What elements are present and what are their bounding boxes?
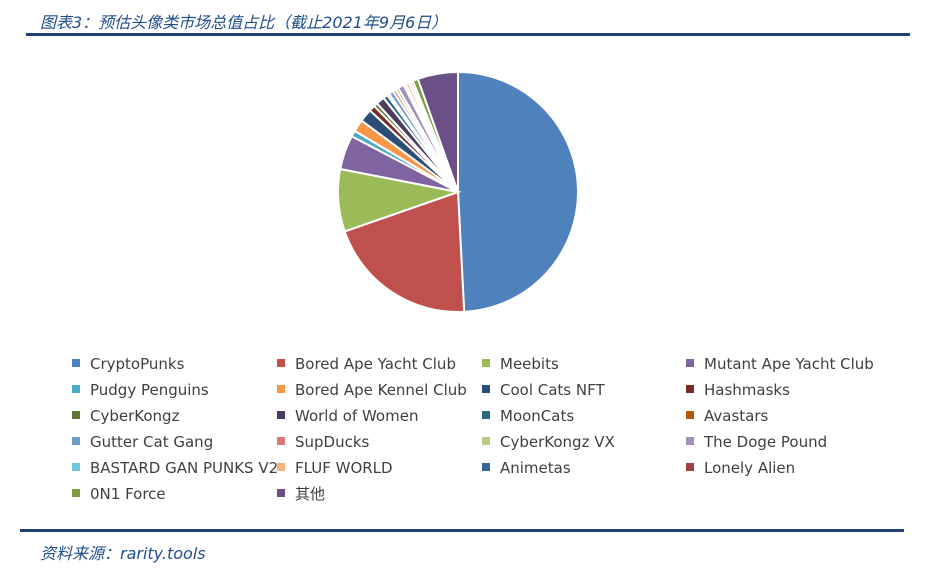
legend-label-11: Avastars (704, 407, 769, 425)
legend-label-3: Mutant Ape Yacht Club (704, 355, 874, 373)
legend-swatch-1 (277, 359, 285, 367)
legend-label-12: Gutter Cat Gang (90, 433, 213, 451)
pie-slices (337, 70, 579, 313)
legend-swatch-16 (72, 463, 80, 471)
legend-swatch-14 (482, 437, 490, 445)
legend-swatch-19 (686, 463, 694, 471)
legend-label-14: CyberKongz VX (500, 433, 615, 451)
legend-swatch-9 (277, 411, 285, 419)
legend-swatch-11 (686, 411, 694, 419)
legend-swatch-5 (277, 385, 285, 393)
legend-swatch-0 (72, 359, 80, 367)
legend-swatch-13 (277, 437, 285, 445)
pie-slice-21 (416, 70, 459, 193)
legend-label-2: Meebits (500, 355, 559, 373)
legend-label-8: CyberKongz (90, 407, 180, 425)
legend-label-9: World of Women (295, 407, 418, 425)
legend-label-20: 0N1 Force (90, 485, 166, 503)
legend-label-17: FLUF WORLD (295, 459, 393, 477)
legend-label-0: CryptoPunks (90, 355, 185, 373)
legend-label-10: MoonCats (500, 407, 574, 425)
legend-label-16: BASTARD GAN PUNKS V2 (90, 459, 278, 477)
legend-swatch-21 (277, 489, 285, 497)
legend-label-21: 其他 (295, 485, 325, 503)
pie-slice-0 (457, 70, 579, 313)
legend-label-4: Pudgy Penguins (90, 381, 209, 399)
legend-swatch-20 (72, 489, 80, 497)
legend-label-1: Bored Ape Yacht Club (295, 355, 456, 373)
source-note: 资料来源：rarity.tools (40, 544, 206, 563)
legend-swatch-2 (482, 359, 490, 367)
legend-swatch-12 (72, 437, 80, 445)
legend-label-13: SupDucks (295, 433, 370, 451)
legend-swatch-18 (482, 463, 490, 471)
chart-title: 图表3：预估头像类市场总值占比（截止2021年9月6日） (40, 13, 448, 32)
legend-swatch-6 (482, 385, 490, 393)
legend-swatch-10 (482, 411, 490, 419)
legend-swatch-8 (72, 411, 80, 419)
legend-label-15: The Doge Pound (703, 433, 827, 451)
legend-label-18: Animetas (500, 459, 571, 477)
legend-label-6: Cool Cats NFT (500, 381, 605, 399)
legend-swatch-7 (686, 385, 694, 393)
legend-swatch-17 (277, 463, 285, 471)
legend-swatch-3 (686, 359, 694, 367)
legend: CryptoPunks Bored Ape Yacht Club Meebits Mu… (72, 355, 874, 503)
legend-label-19: Lonely Alien (704, 459, 795, 477)
legend-swatch-4 (72, 385, 80, 393)
legend-label-5: Bored Ape Kennel Club (295, 381, 467, 399)
legend-swatch-15 (686, 437, 694, 445)
bottom-divider (20, 529, 904, 532)
top-divider (26, 33, 910, 36)
legend-label-7: Hashmasks (704, 381, 790, 399)
